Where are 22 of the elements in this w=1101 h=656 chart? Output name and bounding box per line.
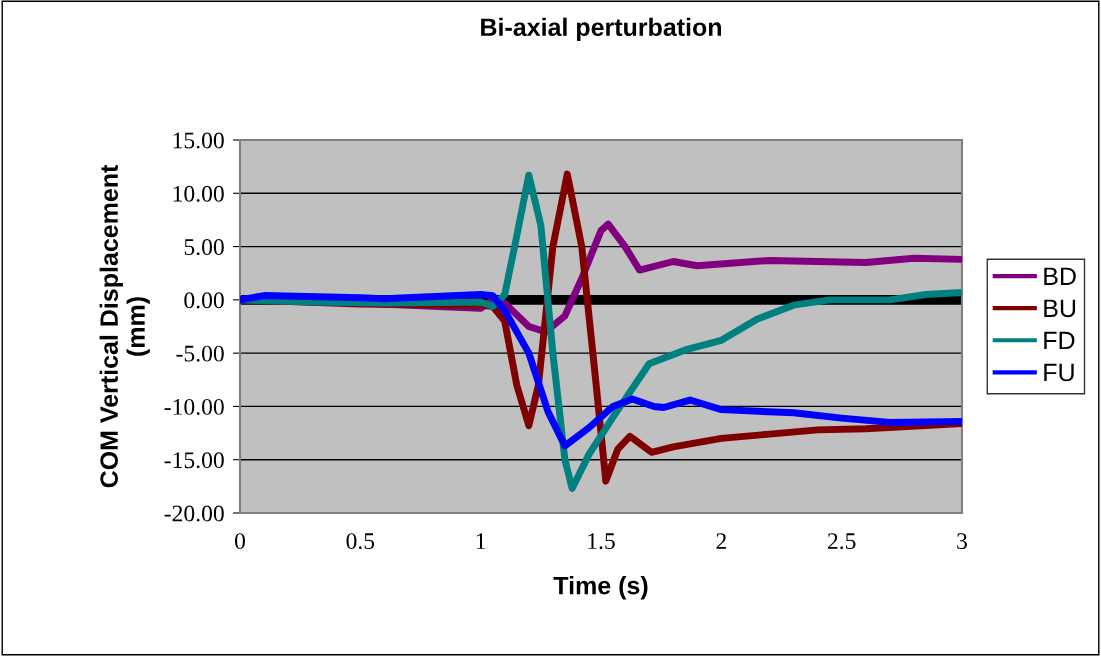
x-tick-label: 3 [957, 533, 967, 550]
y-tick-label: -20.00 [164, 505, 224, 522]
y-tick-label: -15.00 [164, 452, 224, 469]
chart-title: Bi-axial perturbation [481, 17, 722, 42]
x-tick-label: 2 [716, 533, 726, 549]
y-tick-label: 15.00 [173, 132, 224, 149]
y-tick-label: -5.00 [176, 345, 224, 362]
legend-label: FD [1044, 331, 1075, 349]
x-tick-label: 0 [235, 533, 245, 550]
y-axis-title: COM Vertical Displacement (mm) [99, 164, 150, 488]
x-tick-label: 1.5 [588, 533, 615, 550]
y-tick-label: 0.00 [184, 292, 224, 309]
legend-label: FU [1044, 363, 1074, 382]
x-tick-label: 0.5 [346, 533, 375, 550]
x-tick-label: 2.5 [827, 533, 856, 550]
y-tick-label: 10.00 [173, 185, 224, 202]
x-tick-label: 1 [476, 533, 486, 549]
y-tick-label: 5.00 [184, 239, 224, 256]
x-axis-title: Time (s) [553, 576, 648, 600]
legend-label: BD [1044, 267, 1076, 285]
y-tick-label: -10.00 [164, 398, 224, 415]
legend-label: BU [1044, 299, 1076, 318]
